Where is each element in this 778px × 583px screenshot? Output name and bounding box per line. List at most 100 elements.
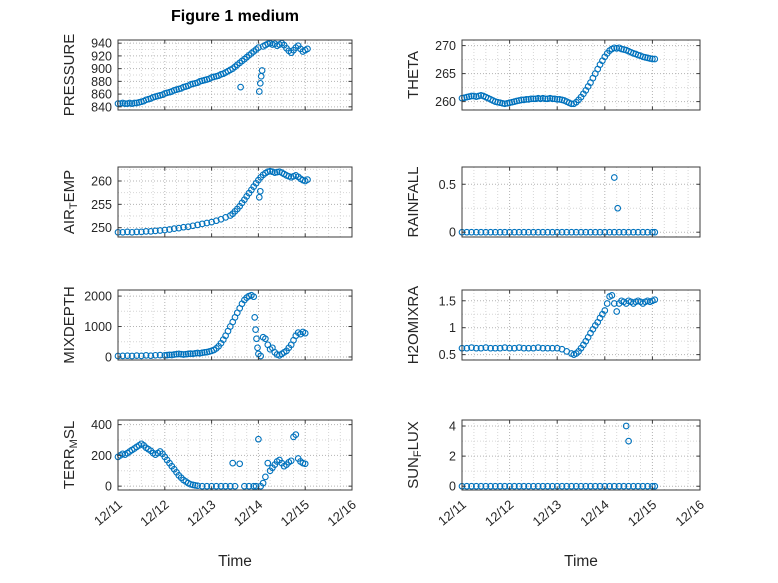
plot-area xyxy=(118,167,352,237)
scatter-points xyxy=(458,174,659,236)
plot-area xyxy=(118,290,352,360)
scatter-point xyxy=(506,344,513,352)
y-tick-labels: 0 200 400 xyxy=(91,418,112,494)
scatter-point xyxy=(304,45,311,53)
scatter-point xyxy=(287,457,295,465)
scatter-point xyxy=(625,437,632,445)
y-tick-label: 880 xyxy=(91,75,112,89)
x-tick-label: 12/12 xyxy=(482,497,517,529)
scatter-point xyxy=(639,228,647,236)
scatter-point xyxy=(615,482,623,490)
scatter-point xyxy=(639,482,647,490)
subplot-theta: 260 265 270 THETA xyxy=(405,39,701,111)
scatter-point xyxy=(601,307,609,314)
y-tick-label: 920 xyxy=(91,49,112,63)
scatter-point xyxy=(527,95,535,103)
scatter-point xyxy=(518,96,525,104)
scatter-point xyxy=(630,228,637,236)
scatter-point xyxy=(252,326,259,333)
scatter-point xyxy=(184,223,192,231)
scatter-point xyxy=(515,344,523,351)
plot-area xyxy=(462,167,700,237)
x-tick-label: 12/14 xyxy=(231,497,266,529)
grid-lines xyxy=(462,290,700,360)
scatter-point xyxy=(511,482,518,490)
scatter-point xyxy=(603,300,611,307)
scatter-point xyxy=(530,95,537,103)
y-tick-labels: 0 2 4 xyxy=(449,420,456,494)
scatter-point xyxy=(208,218,215,226)
scatter-point xyxy=(292,431,300,438)
scatter-point xyxy=(620,482,628,490)
scatter-point xyxy=(194,349,201,357)
scatter-point xyxy=(166,226,173,233)
axis-ticks xyxy=(461,40,701,110)
y-tick-label: 0 xyxy=(449,480,456,494)
y-axis-label: MIXDEPTH xyxy=(61,286,78,364)
scatter-point xyxy=(468,228,475,236)
scatter-point xyxy=(491,344,499,352)
scatter-point xyxy=(255,193,263,201)
scatter-point xyxy=(175,350,183,358)
x-tick-label: 12/16 xyxy=(324,497,359,529)
scatter-point xyxy=(229,459,237,467)
y-tick-label: 840 xyxy=(91,100,112,114)
scatter-point xyxy=(649,55,656,63)
scatter-point xyxy=(625,482,632,490)
scatter-point xyxy=(572,228,580,236)
y-tick-label: 260 xyxy=(91,175,112,189)
y-tick-label: 2000 xyxy=(84,290,112,304)
subplot-mixdepth: 0 1000 2000 MIXDEPTH xyxy=(61,286,353,364)
scatter-point xyxy=(468,92,475,100)
y-tick-label: 1.5 xyxy=(439,294,456,308)
scatter-point xyxy=(534,482,542,490)
y-tick-label: 200 xyxy=(91,449,112,463)
scatter-point xyxy=(496,482,504,490)
scatter-point xyxy=(496,344,504,352)
axis-box xyxy=(117,39,353,111)
scatter-point xyxy=(189,222,197,230)
axis-ticks xyxy=(117,167,353,237)
scatter-point xyxy=(119,352,127,360)
x-axis-label: Time xyxy=(564,553,598,570)
scatter-point xyxy=(262,335,269,343)
y-tick-label: 400 xyxy=(91,418,112,432)
y-tick-labels: 00.5 xyxy=(439,178,456,240)
scatter-point xyxy=(520,482,528,490)
scatter-point xyxy=(301,460,309,468)
x-tick-label: 12/11 xyxy=(91,497,125,529)
scatter-point xyxy=(187,350,194,357)
scatter-point xyxy=(128,352,136,360)
scatter-point xyxy=(651,296,659,304)
y-tick-label: 0 xyxy=(105,350,112,364)
scatter-point xyxy=(572,482,580,490)
scatter-point xyxy=(515,228,523,236)
x-tick-labels: 12/11 12/12 12/13 12/14 12/15 12/16 xyxy=(435,497,707,529)
scatter-point xyxy=(568,482,575,490)
scatter-point xyxy=(482,228,490,236)
figure-title: Figure 1 medium xyxy=(170,8,300,25)
y-axis-label: THETA xyxy=(405,51,422,99)
y-tick-label: 940 xyxy=(91,37,112,51)
scatter-point xyxy=(259,479,267,487)
scatter-point xyxy=(549,482,556,490)
scatter-point xyxy=(262,473,269,481)
scatter-point xyxy=(520,228,528,236)
x-tick-label: 12/15 xyxy=(278,497,313,529)
scatter-point xyxy=(468,344,475,351)
scatter-point xyxy=(182,350,190,358)
scatter-point xyxy=(142,228,150,235)
scatter-point xyxy=(147,228,155,235)
scatter-point xyxy=(201,349,208,356)
scatter-point xyxy=(301,329,309,337)
scatter-point xyxy=(610,174,618,181)
scatter-point xyxy=(477,344,485,352)
scatter-point xyxy=(152,351,159,359)
scatter-point xyxy=(180,223,187,231)
scatter-point xyxy=(191,349,199,357)
scatter-point xyxy=(175,224,183,232)
x-tick-label: 12/13 xyxy=(184,497,219,529)
